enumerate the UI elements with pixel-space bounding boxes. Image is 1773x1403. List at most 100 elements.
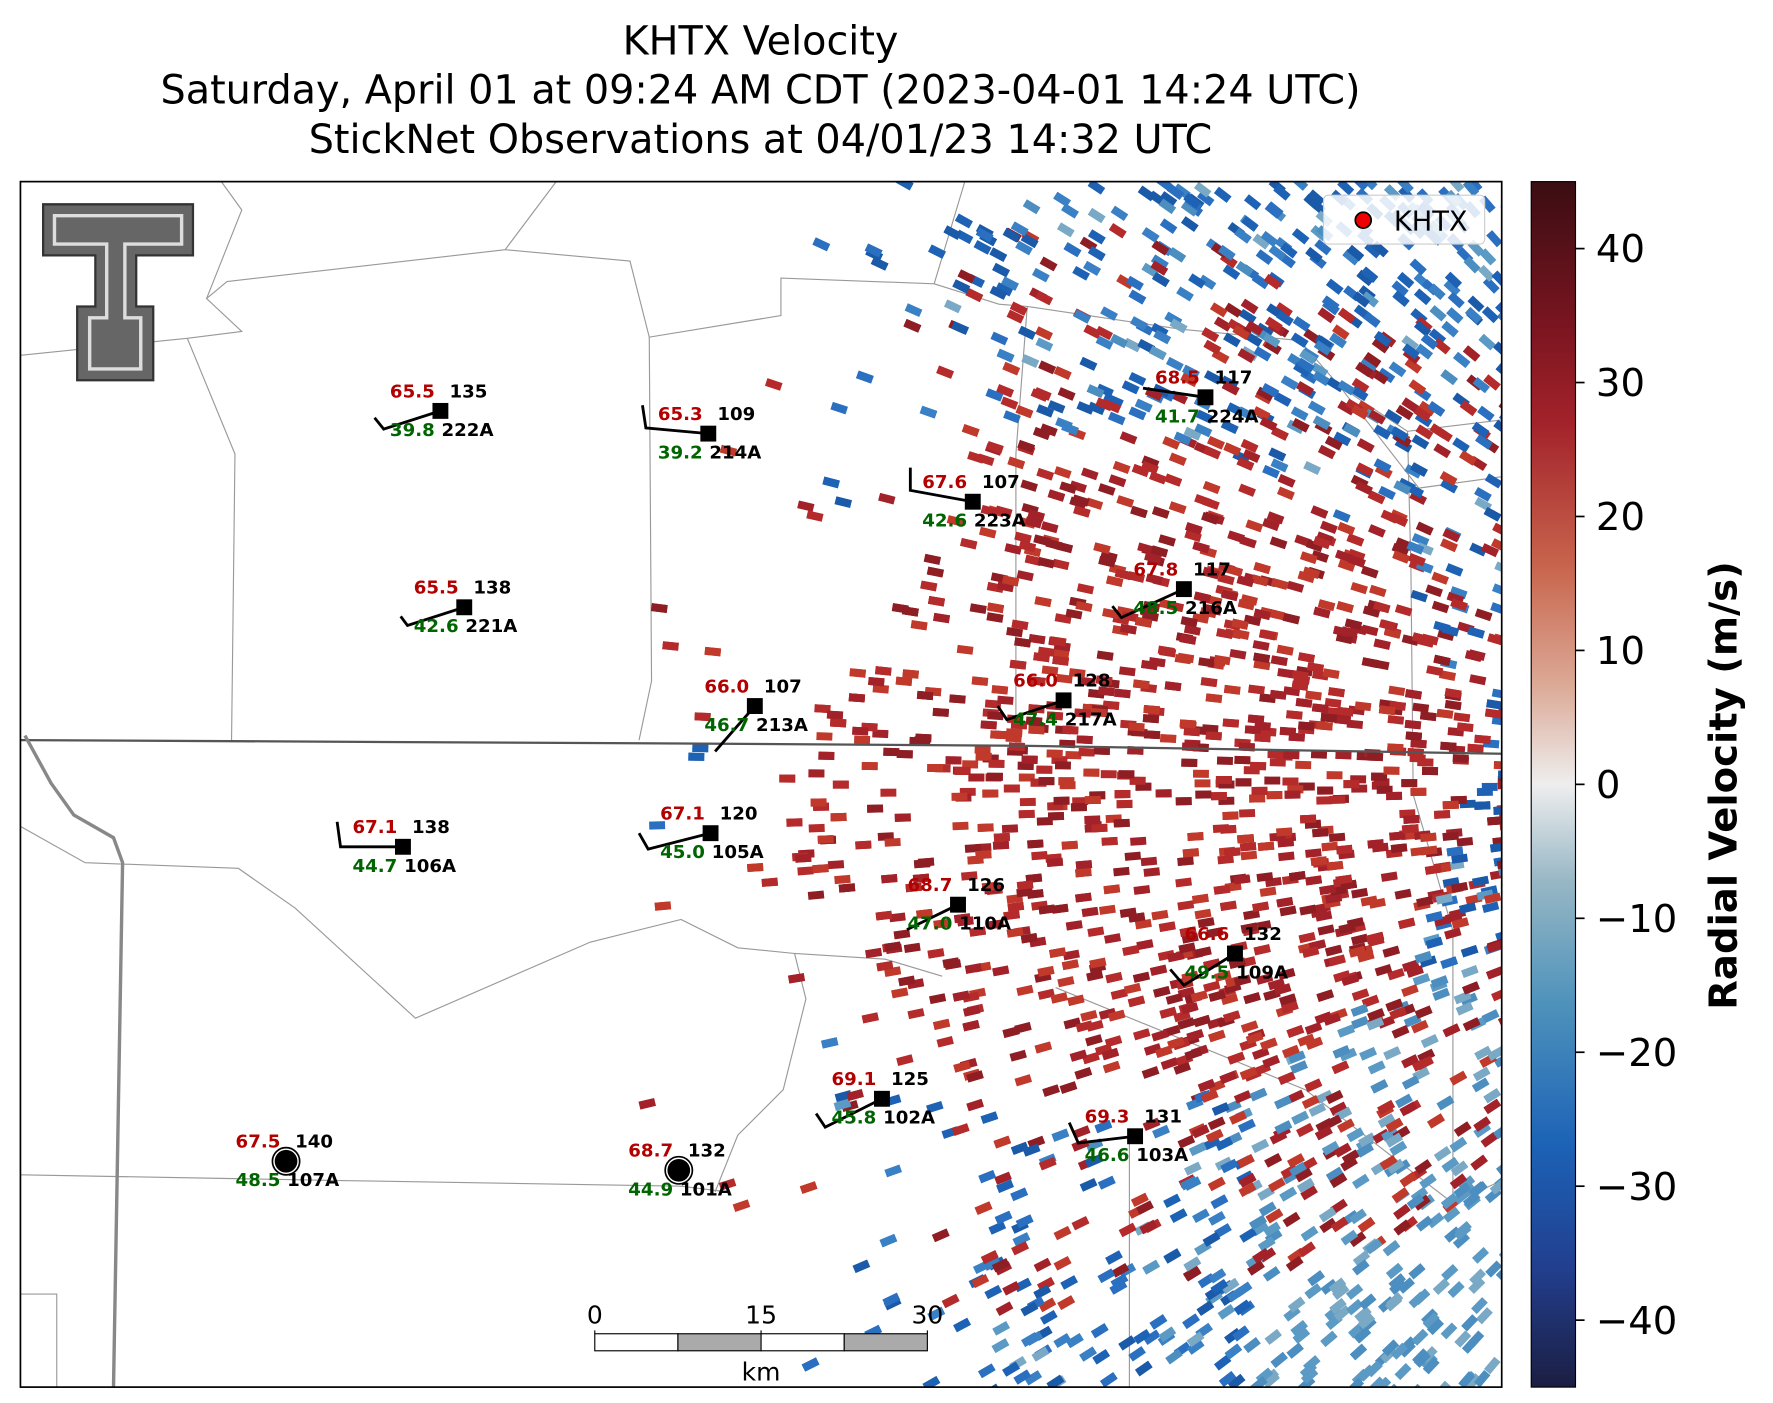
- radar-gate: [1237, 598, 1255, 611]
- radar-gate: [1297, 652, 1316, 663]
- radar-gate: [1131, 464, 1150, 477]
- radar-gate: [907, 1008, 925, 1020]
- radar-gate: [1087, 926, 1105, 937]
- radar-gate: [1447, 860, 1465, 871]
- radar-gate: [1139, 1219, 1158, 1235]
- radar-gate: [1006, 927, 1024, 938]
- radar-gate: [1296, 357, 1315, 374]
- radar-gate: [1413, 1194, 1431, 1211]
- radar-gate: [1197, 1078, 1216, 1093]
- radar-gate: [1379, 619, 1397, 632]
- logo: [41, 203, 195, 382]
- radar-gate: [1365, 1238, 1383, 1255]
- radar-gate: [1350, 385, 1369, 402]
- radar-gate: [692, 743, 709, 753]
- radar-gate: [1296, 1122, 1314, 1138]
- radar-gate: [1029, 676, 1046, 686]
- radar-gate: [1238, 308, 1257, 325]
- radar-gate: [1441, 321, 1459, 338]
- radar-gate: [1491, 688, 1502, 700]
- radar-gate: [1452, 754, 1469, 763]
- state-border: [20, 738, 1502, 755]
- radar-gate: [1484, 1356, 1501, 1375]
- radar-gate: [1501, 1252, 1502, 1270]
- radar-gate: [1025, 716, 1043, 726]
- radar-gate: [1419, 1173, 1437, 1190]
- radar-gate: [1325, 1089, 1344, 1105]
- radar-gate: [1181, 216, 1199, 232]
- radar-gate: [1323, 1012, 1341, 1026]
- radar-gate: [1401, 397, 1420, 413]
- radar-gate: [1078, 748, 1095, 757]
- radar-gate: [1363, 311, 1381, 328]
- radar-gate: [1273, 392, 1292, 407]
- radar-gate: [963, 1005, 981, 1017]
- radar-gate: [1325, 1166, 1344, 1182]
- radar-gate: [1011, 1241, 1029, 1256]
- radar-gate: [1383, 1046, 1402, 1061]
- radar-gate: [1195, 790, 1212, 799]
- radar-gate: [1257, 841, 1275, 851]
- radar-gate: [1017, 761, 1034, 770]
- radar-gate: [1123, 982, 1142, 995]
- radar-gate: [1413, 1288, 1431, 1306]
- radar-gate: [1114, 790, 1131, 799]
- radar-gate: [1107, 411, 1126, 426]
- title-line: Saturday, April 01 at 09:24 AM CDT (2023…: [161, 67, 1361, 113]
- radar-gate: [1250, 761, 1267, 771]
- radar-gate: [971, 1274, 990, 1289]
- radar-gate: [1025, 1330, 1044, 1346]
- radar-gate: [1151, 1029, 1169, 1042]
- radar-gate: [1040, 521, 1059, 534]
- radar-gate: [1036, 404, 1054, 418]
- radar-gate: [1183, 1256, 1202, 1272]
- radar-gate: [1455, 1001, 1474, 1016]
- radar-gate: [1380, 871, 1398, 882]
- scale-segment: [594, 1333, 679, 1352]
- radar-gate: [1083, 324, 1102, 339]
- radar-gate: [1069, 480, 1087, 493]
- radar-gate: [1427, 401, 1446, 417]
- radar-gate: [992, 1320, 1011, 1336]
- colorbar-tick-label: −40: [1596, 1299, 1677, 1344]
- radar-gate: [991, 1338, 1010, 1354]
- radar-gate: [1355, 361, 1373, 378]
- radar-gate: [1243, 992, 1261, 1005]
- radar-gate: [816, 732, 833, 741]
- radar-gate: [1037, 988, 1055, 1000]
- radar-gate: [1310, 362, 1329, 378]
- radar-gate: [1238, 483, 1256, 497]
- radar-gate: [962, 1019, 980, 1032]
- radar-gate: [1052, 655, 1070, 666]
- radar-gate: [1287, 1153, 1305, 1168]
- radar-gate: [870, 256, 889, 271]
- radar-gate: [1217, 1304, 1236, 1320]
- radar-gate: [1214, 186, 1232, 203]
- radar-gate: [1188, 273, 1206, 289]
- radar-gate: [1357, 950, 1375, 963]
- station-id: 222A: [442, 420, 494, 441]
- radar-gate: [933, 612, 951, 624]
- radar-gate: [1322, 668, 1340, 679]
- radar-gate: [1214, 1223, 1232, 1238]
- radar-gate: [1433, 338, 1451, 355]
- radar-gate: [1447, 1281, 1465, 1298]
- radar-gate: [1208, 990, 1226, 1002]
- radar-gate: [992, 965, 1010, 977]
- station-number: 107: [982, 472, 1020, 493]
- radar-gate: [1383, 766, 1400, 775]
- radar-gate: [810, 798, 827, 807]
- radar-gate: [1414, 288, 1432, 306]
- radar-gate: [1010, 221, 1029, 237]
- radar-gate: [1308, 1102, 1327, 1117]
- radar-gate: [1493, 760, 1502, 770]
- radar-gate: [1332, 509, 1351, 523]
- radar-gate: [662, 641, 679, 651]
- radar-gate: [1471, 875, 1490, 887]
- radar-gate: [1221, 1278, 1240, 1294]
- radar-gate: [1266, 791, 1283, 800]
- radar-gate: [933, 918, 950, 929]
- radar-gate: [1010, 1141, 1029, 1155]
- station-id: 105A: [712, 842, 764, 863]
- radar-gate: [980, 1250, 999, 1265]
